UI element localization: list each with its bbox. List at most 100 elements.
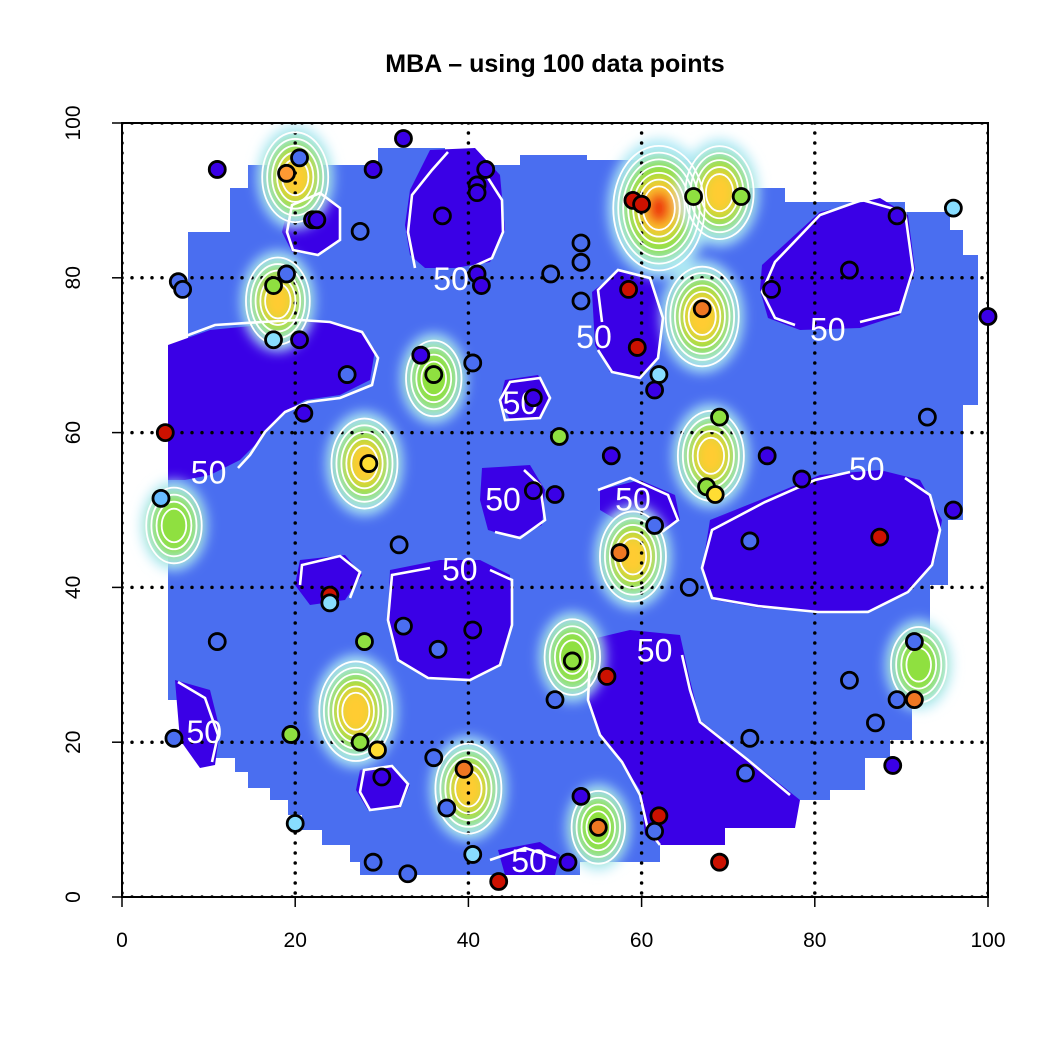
- data-point: [424, 748, 444, 768]
- data-point: [541, 264, 561, 284]
- data-point: [571, 233, 591, 253]
- contour-line: [680, 654, 791, 796]
- contour-ring: [570, 790, 626, 865]
- low-region: [175, 680, 220, 768]
- data-point: [463, 620, 483, 640]
- data-point: [277, 264, 296, 284]
- data-point: [840, 670, 859, 690]
- data-point: [320, 593, 340, 613]
- contour-ring: [323, 666, 389, 756]
- data-point: [454, 759, 474, 779]
- data-point: [523, 481, 543, 501]
- data-point: [883, 756, 903, 775]
- contour-ring: [548, 625, 596, 689]
- data-point: [705, 485, 725, 504]
- contour-line: [597, 476, 680, 534]
- data-point: [710, 852, 729, 872]
- contour-ring: [622, 158, 696, 258]
- low-region: [295, 555, 362, 605]
- y-tick-label: 40: [62, 576, 85, 599]
- contour-ring: [266, 138, 325, 217]
- contour-ring: [410, 346, 458, 411]
- low-region: [356, 765, 410, 810]
- contour-ring: [580, 803, 616, 852]
- data-point: [471, 276, 491, 295]
- x-tick-label: 100: [970, 929, 1005, 952]
- contour-label: 50: [511, 843, 547, 879]
- data-point: [433, 206, 452, 226]
- contour-label: 50: [485, 482, 521, 518]
- contour-ring: [585, 810, 612, 845]
- contour-line: [298, 554, 362, 599]
- contour-ring: [155, 500, 193, 551]
- contour-label: 50: [849, 451, 885, 487]
- data-point: [363, 160, 383, 179]
- contour-ring: [687, 297, 717, 336]
- contour-label: 50: [637, 633, 673, 669]
- contour-line: [285, 191, 342, 257]
- y-tick-label: 60: [62, 421, 85, 444]
- data-point: [467, 183, 487, 203]
- contour-label: 50: [186, 714, 222, 750]
- contour-ring: [434, 742, 503, 835]
- contour-line: [386, 566, 514, 682]
- contour-ring: [405, 339, 463, 418]
- data-point: [164, 728, 184, 748]
- contour-ring: [420, 360, 447, 397]
- data-point: [679, 578, 699, 597]
- contour-ring: [603, 517, 662, 596]
- contour-ring: [271, 144, 320, 210]
- low-region: [760, 198, 915, 330]
- data-point: [870, 527, 890, 547]
- data-point: [372, 767, 392, 787]
- data-point: [350, 221, 370, 241]
- data-point: [424, 365, 444, 384]
- data-point: [571, 252, 591, 272]
- contour-line: [596, 268, 665, 380]
- contour-ring: [160, 507, 188, 544]
- data-point: [627, 338, 647, 357]
- data-point: [207, 160, 227, 179]
- contour-ring: [599, 510, 667, 603]
- data-point: [978, 307, 998, 326]
- contour-ring: [444, 756, 493, 822]
- data-point: [173, 280, 193, 299]
- contour-ring: [340, 431, 389, 496]
- contour-ring: [335, 424, 394, 503]
- contour-line: [358, 764, 410, 812]
- data-point: [294, 403, 314, 423]
- x-tick-label: 40: [457, 929, 480, 952]
- contour-line: [498, 376, 552, 422]
- data-point: [904, 632, 924, 651]
- data-point: [350, 732, 370, 752]
- data-point: [398, 864, 418, 884]
- data-point: [549, 427, 569, 446]
- contour-ring: [145, 486, 203, 565]
- data-point: [264, 276, 283, 295]
- contour-ring: [683, 290, 722, 343]
- y-tick-label: 0: [62, 891, 85, 903]
- data-point: [619, 280, 639, 299]
- contour-ring: [559, 639, 586, 675]
- data-point: [463, 845, 483, 864]
- contour-label: 50: [433, 261, 469, 297]
- data-point: [411, 345, 431, 365]
- data-point: [571, 786, 591, 806]
- data-point: [290, 330, 309, 350]
- contour-line: [469, 177, 505, 270]
- data-point: [489, 872, 509, 891]
- data-point: [281, 725, 301, 744]
- hotspot: [680, 139, 759, 247]
- data-points: [151, 129, 998, 891]
- data-point: [337, 365, 357, 384]
- contour-label: 50: [615, 482, 651, 518]
- data-point: [601, 446, 621, 466]
- hotspot: [314, 655, 397, 768]
- data-point: [645, 380, 664, 400]
- data-point: [389, 535, 409, 555]
- contour-ring: [341, 691, 371, 731]
- data-point: [632, 194, 651, 214]
- data-point: [155, 423, 175, 443]
